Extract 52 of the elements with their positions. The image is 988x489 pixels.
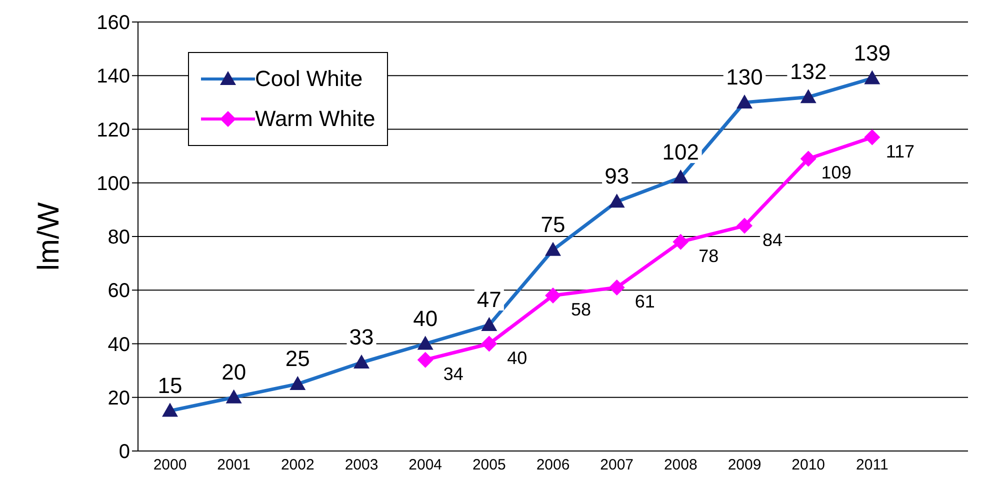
- data-label: 139: [854, 40, 891, 66]
- data-label: 58: [570, 299, 592, 320]
- data-label: 93: [604, 164, 630, 189]
- y-tick-label: 120: [96, 119, 130, 142]
- data-label: 61: [634, 291, 655, 312]
- data-label: 102: [662, 140, 700, 165]
- data-label: 47: [476, 286, 502, 312]
- y-tick-label: 80: [108, 226, 130, 249]
- y-tick-label: 100: [96, 172, 130, 195]
- x-tick-label: 2004: [408, 456, 442, 474]
- y-axis-title: lm/W: [32, 202, 66, 271]
- point: [417, 352, 434, 368]
- x-tick-label: 2007: [600, 456, 634, 474]
- x-tick-label: 2010: [792, 456, 826, 474]
- point: [800, 150, 816, 167]
- y-tick-label: 0: [118, 441, 130, 464]
- x-tick-label: 2003: [344, 456, 378, 474]
- point: [672, 234, 689, 250]
- data-label: 33: [349, 324, 374, 350]
- data-label: 132: [790, 59, 827, 84]
- data-label: 109: [821, 162, 852, 183]
- y-tick-label: 140: [96, 66, 130, 88]
- x-tick-label: 2001: [217, 456, 251, 474]
- y-tick-label: 60: [108, 280, 130, 302]
- x-tick-label: 2006: [536, 456, 570, 474]
- y-tick-label: 20: [108, 387, 130, 410]
- x-tick-label: 2002: [280, 456, 314, 474]
- data-label: 15: [158, 372, 182, 398]
- point: [864, 129, 880, 146]
- legend-label: Cool White: [255, 66, 363, 92]
- data-label: 84: [762, 230, 783, 250]
- data-label: 20: [222, 359, 246, 384]
- x-tick-label: 2011: [856, 456, 888, 474]
- data-label: 25: [285, 346, 310, 371]
- point: [736, 218, 752, 234]
- point: [481, 336, 498, 352]
- x-tick-label: 2009: [728, 456, 762, 474]
- data-label: 75: [540, 212, 566, 237]
- data-label: 78: [698, 246, 719, 266]
- point: [545, 287, 561, 304]
- x-tick-label: 2008: [664, 456, 698, 474]
- data-label: 40: [507, 348, 528, 368]
- data-label: 130: [726, 64, 763, 90]
- point: [608, 279, 625, 296]
- data-label: 40: [413, 306, 438, 331]
- x-tick-label: 2005: [472, 456, 506, 474]
- y-tick-label: 40: [108, 334, 130, 356]
- data-label: 34: [443, 364, 464, 384]
- y-tick-label: 160: [96, 12, 130, 34]
- legend-label: Warm White: [255, 106, 376, 132]
- x-tick-label: 2000: [153, 456, 187, 474]
- data-label: 117: [886, 141, 915, 162]
